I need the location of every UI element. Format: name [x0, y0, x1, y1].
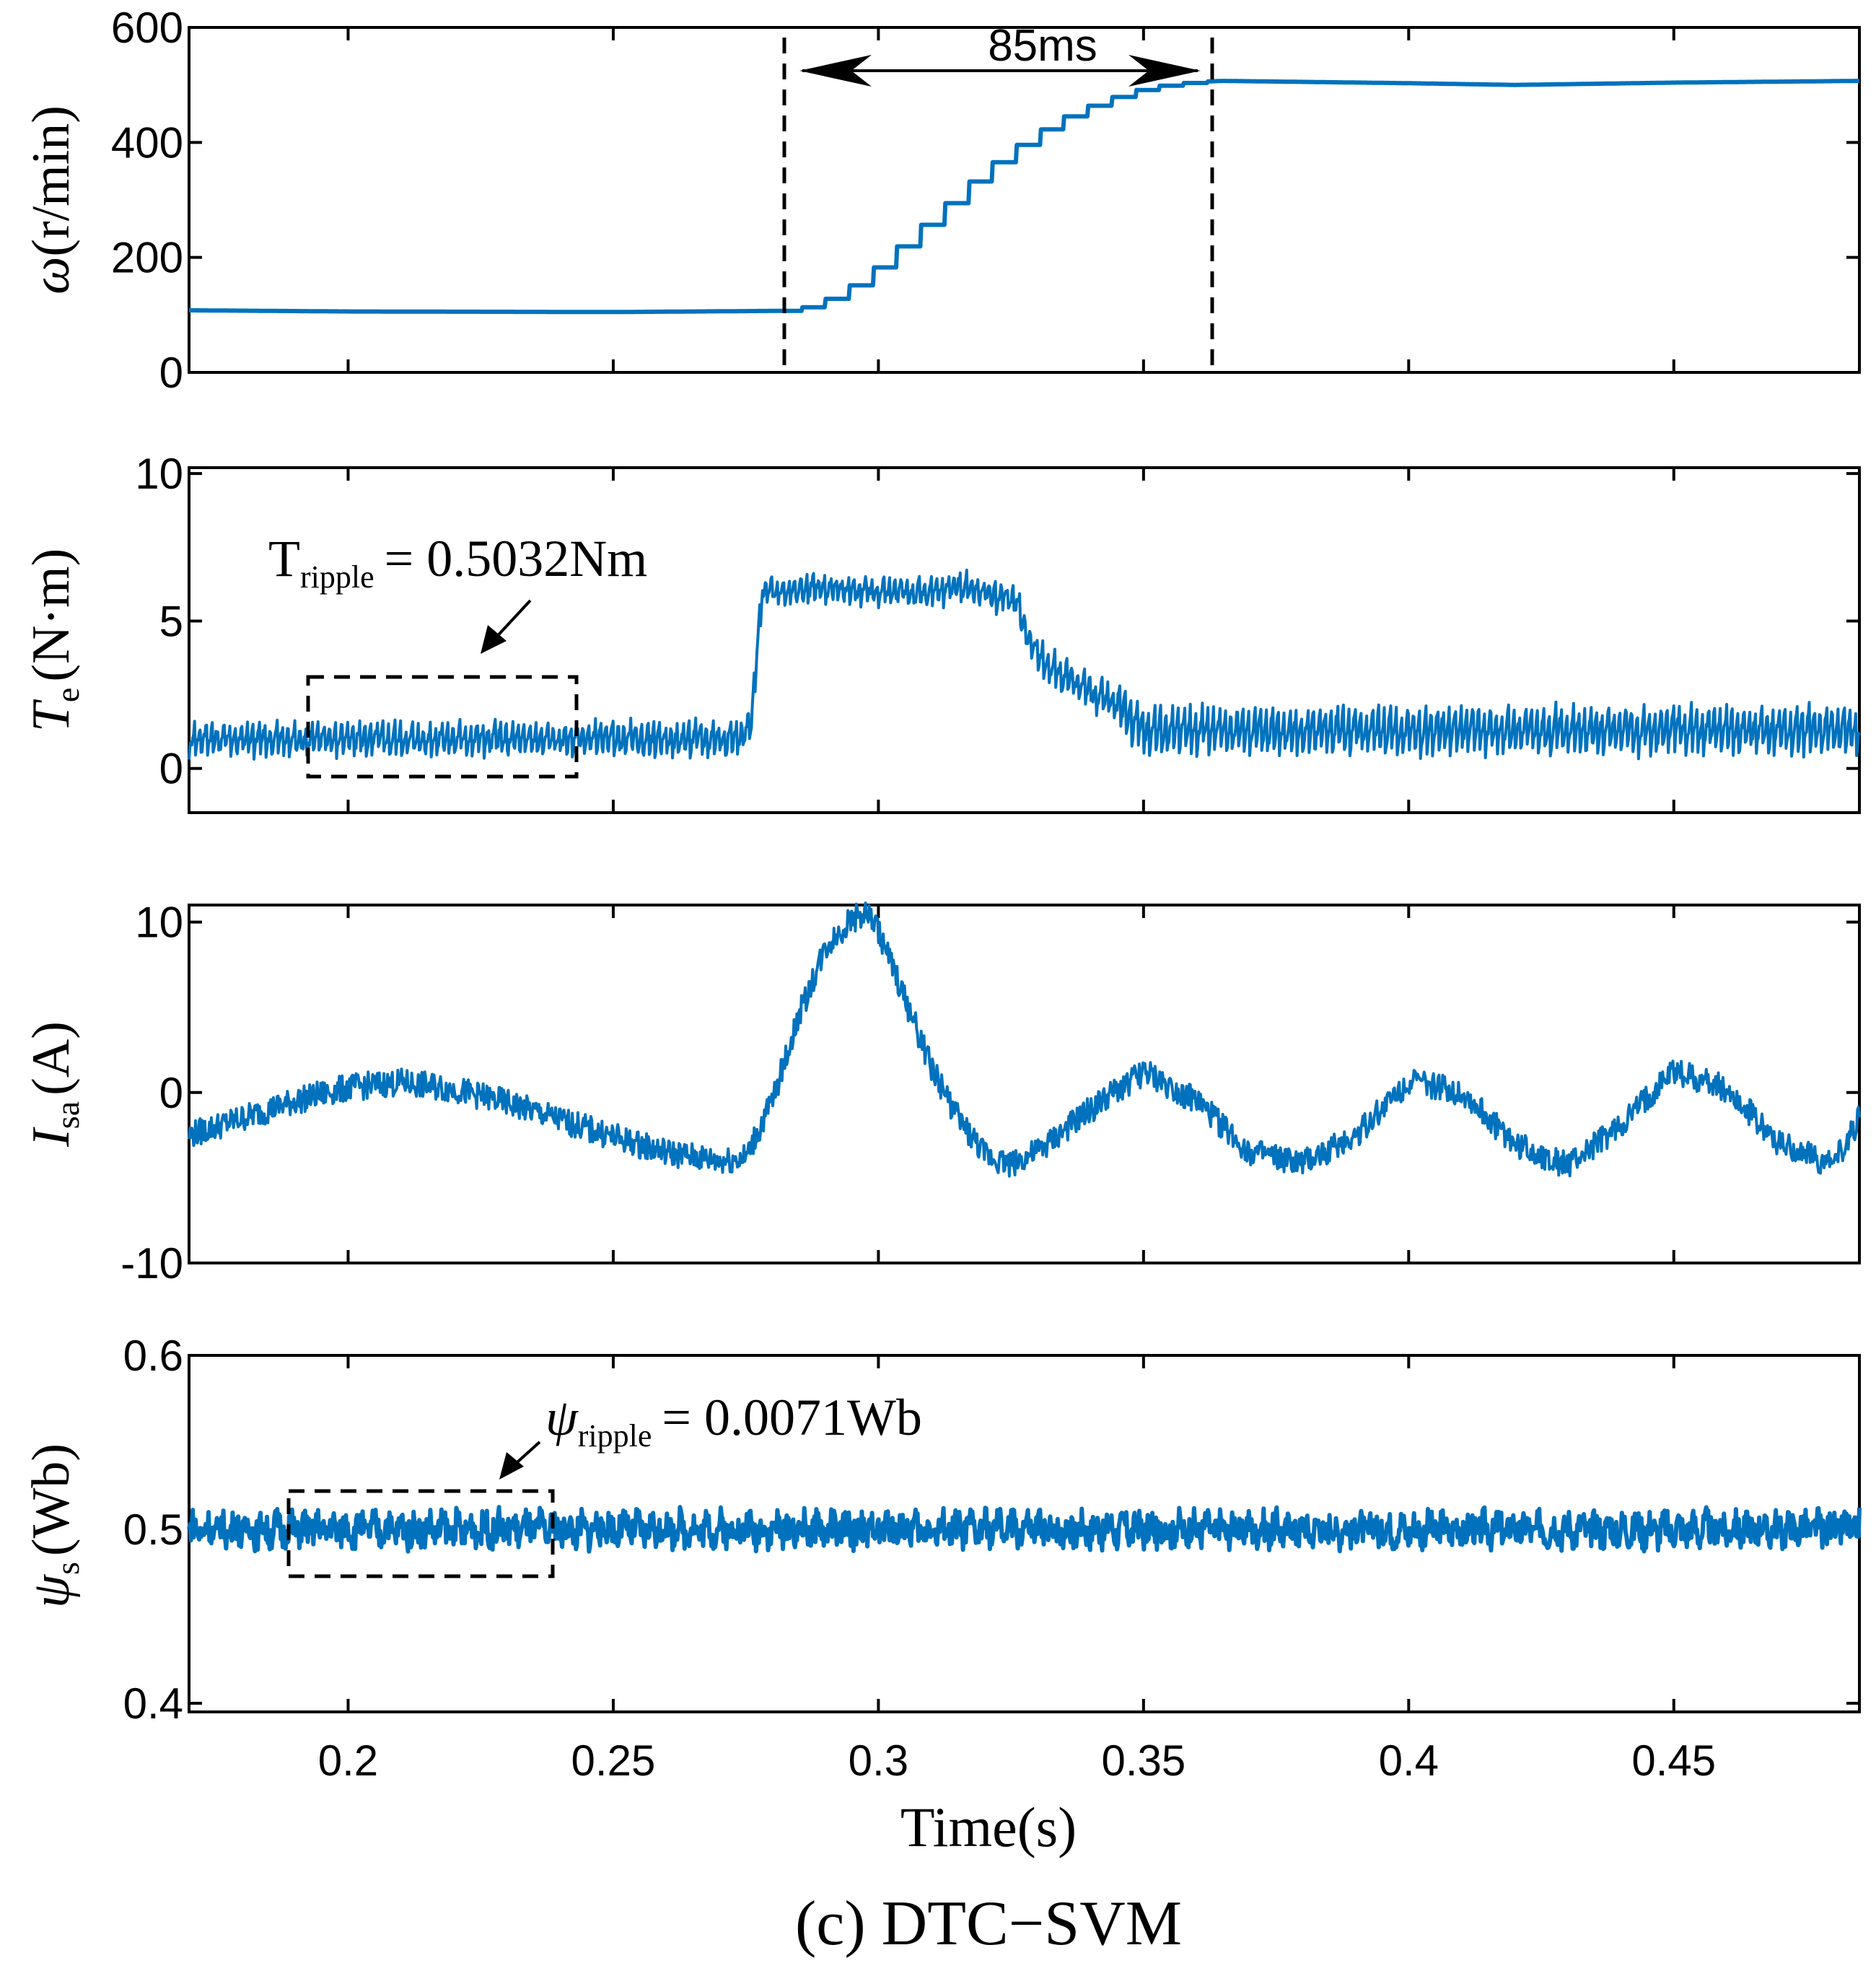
torque-ripple-box [306, 675, 579, 779]
current-trace [188, 901, 1861, 1178]
flux-x-tickmarks [346, 1355, 1675, 1712]
flux-panel: 0.4 0.5 0.6 ψripple = 0.0071Wb ψs(Wb) [22, 1332, 1862, 1728]
y-tick-label: 10 [135, 450, 183, 498]
torque-ripple-annotation: Tripple = 0.5032Nm [268, 530, 647, 595]
torque-ripple-arrow [481, 599, 532, 654]
x-tick-label: 0.2 [318, 1736, 378, 1785]
y-tick-label: -10 [120, 1239, 183, 1288]
x-tick-label: 0.3 [849, 1736, 908, 1785]
speed-trace [188, 79, 1861, 315]
torque-plot-frame [188, 466, 1861, 814]
x-tick-labels: 0.2 0.25 0.3 0.35 0.4 0.45 [318, 1736, 1716, 1785]
y-tick-label: 0.4 [123, 1679, 183, 1728]
speed-plot-frame [188, 26, 1861, 374]
speed-y-label: ω(r/min) [22, 105, 81, 294]
current-panel: -10 0 10 Isa(A) [22, 899, 1861, 1288]
torque-y-ticks: 0 5 10 [135, 450, 1859, 793]
y-tick-label: 600 [111, 4, 183, 52]
flux-y-ticks: 0.4 0.5 0.6 [123, 1332, 1859, 1728]
current-x-tickmarks [346, 905, 1675, 1263]
y-tick-label: 5 [159, 597, 183, 645]
y-tick-label: 400 [111, 118, 183, 167]
speed-x-tickmarks [346, 27, 1675, 372]
torque-x-tickmarks [346, 468, 1675, 813]
y-tick-label: 10 [135, 899, 183, 947]
current-y-label: Isa(A) [22, 1021, 86, 1148]
torque-trace [188, 568, 1861, 761]
y-tick-label: 200 [111, 234, 183, 282]
flux-trace [187, 1505, 1862, 1554]
x-tick-label: 0.45 [1631, 1736, 1716, 1785]
flux-ripple-annotation: ψripple = 0.0071Wb [545, 1389, 922, 1454]
current-plot-frame [188, 904, 1861, 1264]
duration-double-arrow [799, 55, 1201, 87]
speed-y-ticks: 0 200 400 600 [111, 4, 1859, 397]
torque-y-label: Te(N·m) [22, 549, 86, 733]
x-tick-label: 0.25 [571, 1736, 656, 1785]
torque-panel: 0 5 10 Tripple = 0.5032Nm Te(N·m) [22, 450, 1861, 814]
flux-y-label: ψs(Wb) [22, 1443, 86, 1608]
y-tick-label: 0.6 [123, 1332, 183, 1380]
y-tick-label: 0 [159, 745, 183, 793]
flux-ripple-arrow [499, 1441, 541, 1480]
speed-panel: 0 200 400 600 85ms ω(r/min) [22, 4, 1861, 397]
y-tick-label: 0 [159, 1069, 183, 1117]
x-tick-label: 0.4 [1379, 1736, 1439, 1785]
duration-annotation: 85ms [988, 21, 1097, 71]
x-axis-label: Time(s) [900, 1796, 1077, 1858]
x-tick-label: 0.35 [1101, 1736, 1185, 1785]
y-tick-label: 0.5 [123, 1505, 183, 1554]
current-y-ticks: -10 0 10 [120, 899, 1859, 1288]
flux-ripple-box [286, 1489, 555, 1578]
y-tick-label: 0 [159, 349, 183, 397]
figure-caption: (c) DTC−SVM [795, 1889, 1182, 1959]
